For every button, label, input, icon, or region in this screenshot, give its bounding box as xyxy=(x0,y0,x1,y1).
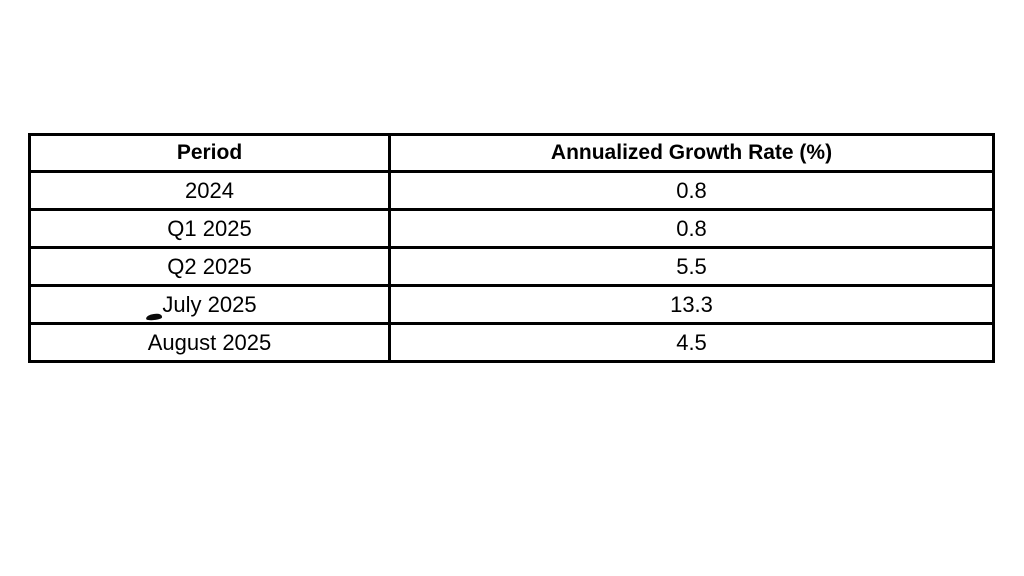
column-header-growth-rate: Annualized Growth Rate (%) xyxy=(388,133,995,173)
cell-growth-rate: 0.8 xyxy=(388,170,995,211)
cell-period: 2024 xyxy=(28,170,391,211)
cell-period: July 2025 xyxy=(28,284,391,325)
cell-period: Q2 2025 xyxy=(28,246,391,287)
column-header-period: Period xyxy=(28,133,391,173)
table-row: July 2025 13.3 xyxy=(28,284,995,325)
cell-period: Q1 2025 xyxy=(28,208,391,249)
table-row: Q2 2025 5.5 xyxy=(28,246,995,287)
growth-rate-table: Period Annualized Growth Rate (%) 2024 0… xyxy=(28,133,995,363)
table-row: August 2025 4.5 xyxy=(28,322,995,363)
cell-period: August 2025 xyxy=(28,322,391,363)
cell-growth-rate: 4.5 xyxy=(388,322,995,363)
cell-growth-rate: 13.3 xyxy=(388,284,995,325)
cell-growth-rate: 5.5 xyxy=(388,246,995,287)
table-row: Q1 2025 0.8 xyxy=(28,208,995,249)
cell-growth-rate: 0.8 xyxy=(388,208,995,249)
header-row: Period Annualized Growth Rate (%) xyxy=(28,133,995,173)
table-row: 2024 0.8 xyxy=(28,170,995,211)
